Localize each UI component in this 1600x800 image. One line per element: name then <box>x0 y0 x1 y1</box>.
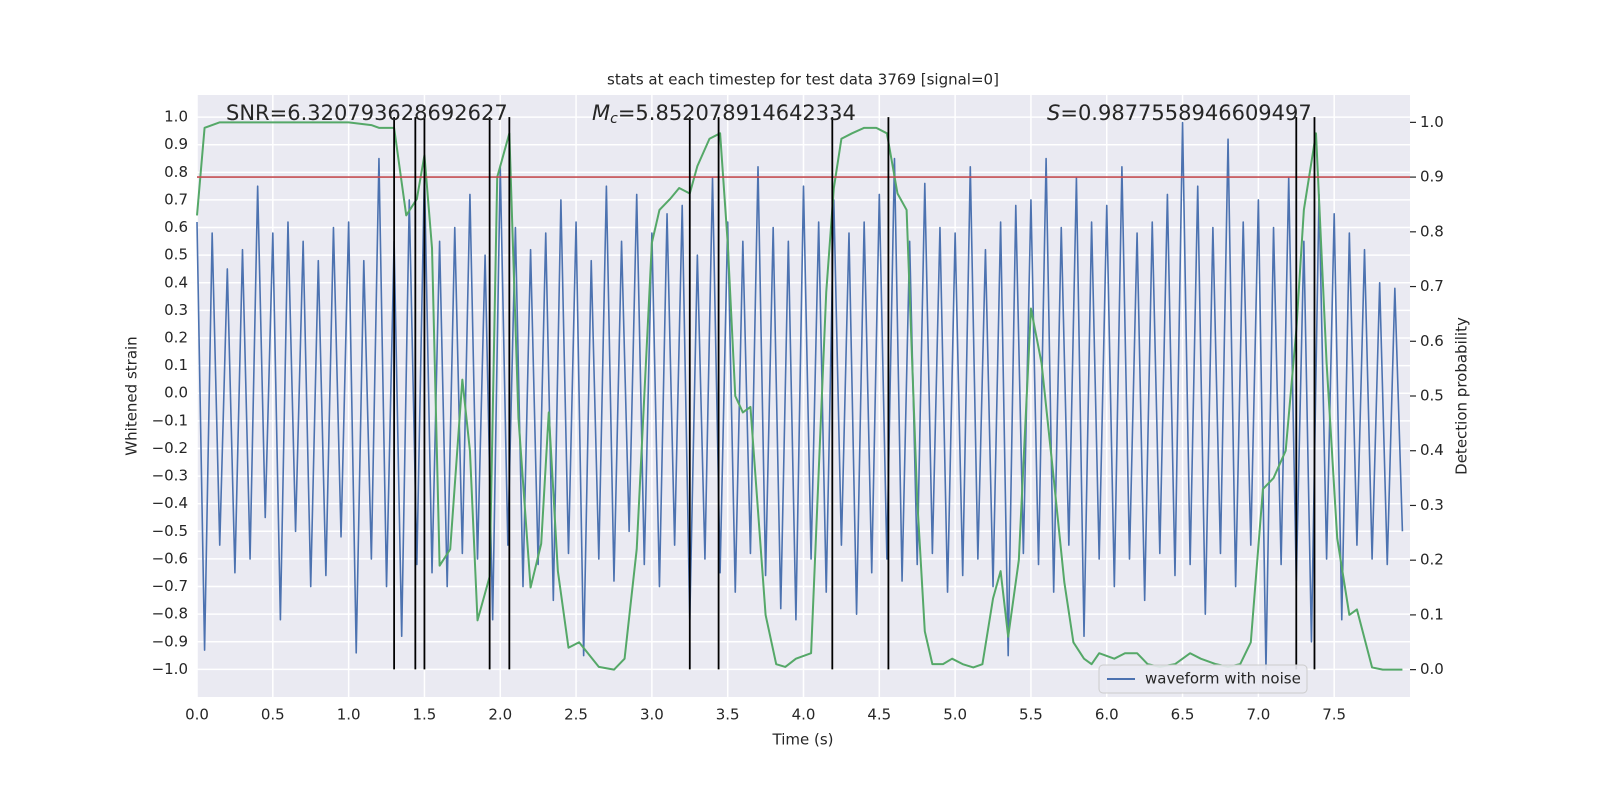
x-tick-label: 5.0 <box>943 706 967 724</box>
y-tick-label: 0.3 <box>164 301 188 319</box>
y2-tick-label: 0.2 <box>1420 551 1444 569</box>
x-tick-label: 5.5 <box>1019 706 1043 724</box>
y-tick-label: 0.6 <box>164 218 188 236</box>
x-tick-label: 1.5 <box>413 706 437 724</box>
x-tick-label: 1.0 <box>337 706 361 724</box>
y-tick-label: −0.6 <box>152 549 188 567</box>
annotation-symbol: M <box>592 101 610 125</box>
y2-axis-label: Detection probability <box>1453 317 1471 475</box>
y-tick-label: 0.2 <box>164 329 188 347</box>
y2-tick-label: 0.6 <box>1420 332 1444 350</box>
y-tick-label: −0.8 <box>152 605 188 623</box>
y-tick-label: 0.1 <box>164 356 188 374</box>
x-tick-label: 7.0 <box>1246 706 1270 724</box>
annotation: S=0.9877558946609497 <box>1047 101 1312 125</box>
x-tick-label: 6.0 <box>1095 706 1119 724</box>
x-axis-label: Time (s) <box>772 731 834 749</box>
x-tick-label: 7.5 <box>1322 706 1346 724</box>
y2-tick-label: 0.3 <box>1420 496 1444 514</box>
annotation-text: =0.9877558946609497 <box>1060 101 1311 125</box>
annotation-symbol: S <box>1047 101 1060 125</box>
data-line <box>196 121 1404 671</box>
y-tick-label: 0.0 <box>164 384 188 402</box>
y2-tick-label: 0.9 <box>1420 168 1444 186</box>
x-tick-label: 6.5 <box>1171 706 1195 724</box>
y2-tick-label: 0.5 <box>1420 387 1444 405</box>
y-tick-label: 0.5 <box>164 246 188 264</box>
y2-tick-label: 0.4 <box>1420 441 1444 459</box>
chart-title: stats at each timestep for test data 376… <box>607 71 999 89</box>
y-tick-label: 0.7 <box>164 190 188 208</box>
legend-box <box>1098 664 1308 694</box>
y-tick-label: −1.0 <box>152 660 188 678</box>
x-tick-label: 0.0 <box>185 706 209 724</box>
x-tick-label: 4.5 <box>867 706 891 724</box>
x-tick-label: 2.0 <box>488 706 512 724</box>
y-tick-label: −0.7 <box>152 577 188 595</box>
y-tick-label: −0.9 <box>152 632 188 650</box>
annotation: Mc=5.852078914642334 <box>592 101 856 127</box>
y2-tick-label: 0.8 <box>1420 222 1444 240</box>
x-tick-label: 4.0 <box>792 706 816 724</box>
x-tick-label: 3.5 <box>716 706 740 724</box>
x-tick-label: 0.5 <box>261 706 285 724</box>
legend-label: waveform with noise <box>1145 670 1301 688</box>
y-tick-label: −0.3 <box>152 467 188 485</box>
x-tick-label: 2.5 <box>564 706 588 724</box>
y-tick-label: −0.2 <box>152 439 188 457</box>
y2-tick-label: 1.0 <box>1420 113 1444 131</box>
y2-tick-label: 0.0 <box>1420 660 1444 678</box>
annotation-text: =5.852078914642334 <box>618 101 856 125</box>
annotation: SNR=6.320793628692627 <box>226 101 508 125</box>
y2-tick-label: 0.1 <box>1420 605 1444 623</box>
y2-tick-label: 0.7 <box>1420 277 1444 295</box>
y-tick-label: 0.9 <box>164 135 188 153</box>
y-tick-label: −0.4 <box>152 494 188 512</box>
y-axis-label: Whitened strain <box>123 336 141 455</box>
annotation-text: SNR=6.320793628692627 <box>226 101 508 125</box>
x-tick-label: 3.0 <box>640 706 664 724</box>
y-tick-label: 1.0 <box>164 108 188 126</box>
y-tick-label: −0.1 <box>152 411 188 429</box>
y-tick-label: 0.4 <box>164 273 188 291</box>
annotation-subscript: c <box>610 111 618 127</box>
y-tick-label: −0.5 <box>152 522 188 540</box>
grid <box>196 95 1410 697</box>
y-tick-label: 0.8 <box>164 163 188 181</box>
